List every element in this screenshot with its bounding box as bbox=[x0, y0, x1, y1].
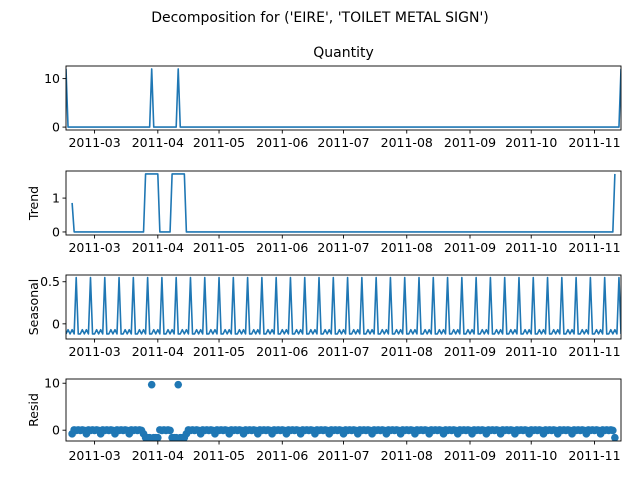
seasonal-xtick-label: 2011-07 bbox=[317, 344, 369, 359]
resid-xtick-label: 2011-09 bbox=[444, 448, 496, 463]
seasonal-xtick-label: 2011-11 bbox=[568, 344, 620, 359]
trend-axes-frame bbox=[65, 170, 622, 236]
seasonal-xtick-label: 2011-05 bbox=[193, 344, 245, 359]
resid-point bbox=[609, 426, 617, 435]
trend-xtick-label: 2011-03 bbox=[68, 240, 120, 255]
seasonal-xtick-label: 2011-08 bbox=[381, 344, 433, 359]
resid-ytick-label: 10 bbox=[44, 376, 60, 391]
seasonal-line bbox=[66, 276, 621, 335]
figure-suptitle: Decomposition for ('EIRE', 'TOILET METAL… bbox=[151, 10, 489, 26]
resid-panel: Resid 0 10 2011-03 2011-04 2011-05 2011-06 2011… bbox=[26, 376, 622, 463]
seasonal-ytick-label: 0.5 bbox=[40, 274, 60, 289]
seasonal-panel: Seasonal 0 0.5 2011-03 2011-04 2011-05 2011-06… bbox=[26, 274, 622, 359]
resid-ylabel: Resid bbox=[26, 393, 41, 427]
resid-xtick-label: 2011-08 bbox=[381, 448, 433, 463]
resid-xtick-label: 2011-11 bbox=[568, 448, 620, 463]
resid-data bbox=[68, 380, 619, 441]
resid-point bbox=[154, 433, 162, 441]
seasonal-xtick-label: 2011-03 bbox=[68, 344, 120, 359]
quantity-xtick-label: 2011-10 bbox=[505, 135, 557, 150]
trend-xtick-label: 2011-11 bbox=[568, 240, 620, 255]
seasonal-xtick-label: 2011-04 bbox=[132, 344, 184, 359]
seasonal-ylabel: Seasonal bbox=[26, 279, 41, 336]
trend-line bbox=[71, 173, 616, 233]
quantity-ytick-label: 10 bbox=[44, 71, 60, 86]
quantity-xtick-label: 2011-07 bbox=[317, 135, 369, 150]
trend-ytick-label: 1 bbox=[52, 191, 60, 206]
trend-xtick-label: 2011-04 bbox=[132, 240, 184, 255]
trend-xtick-label: 2011-05 bbox=[193, 240, 245, 255]
trend-xtick-label: 2011-06 bbox=[256, 240, 308, 255]
trend-xtick-label: 2011-08 bbox=[381, 240, 433, 255]
quantity-xtick-label: 2011-09 bbox=[444, 135, 496, 150]
quantity-xtick-label: 2011-04 bbox=[132, 135, 184, 150]
quantity-data bbox=[66, 68, 621, 128]
resid-xtick-label: 2011-07 bbox=[317, 448, 369, 463]
resid-point bbox=[166, 426, 174, 435]
quantity-panel: Quantity 0 10 2011-03 2011-04 2011-05 2011-06 2… bbox=[44, 45, 622, 150]
seasonal-xtick-label: 2011-09 bbox=[444, 344, 496, 359]
resid-xtick-label: 2011-03 bbox=[68, 448, 120, 463]
quantity-xtick-label: 2011-06 bbox=[256, 135, 308, 150]
resid-point bbox=[174, 380, 183, 389]
trend-panel: Trend 0 1 2011-03 2011-04 2011-05 2011-06 2011-… bbox=[26, 170, 622, 255]
resid-xtick-label: 2011-04 bbox=[132, 448, 184, 463]
quantity-title: Quantity bbox=[313, 45, 374, 61]
trend-xtick-label: 2011-09 bbox=[444, 240, 496, 255]
quantity-xtick-label: 2011-05 bbox=[193, 135, 245, 150]
resid-point bbox=[147, 380, 156, 389]
resid-xtick-label: 2011-10 bbox=[505, 448, 557, 463]
seasonal-data bbox=[66, 276, 621, 335]
seasonal-ytick-label: 0 bbox=[52, 316, 60, 331]
resid-xtick-label: 2011-06 bbox=[256, 448, 308, 463]
resid-point bbox=[611, 433, 619, 441]
quantity-ytick-label: 0 bbox=[52, 120, 60, 135]
trend-xtick-label: 2011-07 bbox=[317, 240, 369, 255]
seasonal-xtick-label: 2011-10 bbox=[505, 344, 557, 359]
trend-ytick-label: 0 bbox=[52, 224, 60, 239]
trend-ylabel: Trend bbox=[26, 186, 41, 221]
resid-ytick-label: 0 bbox=[52, 423, 60, 438]
trend-data bbox=[71, 173, 616, 233]
seasonal-xtick-label: 2011-06 bbox=[256, 344, 308, 359]
resid-xtick-label: 2011-05 bbox=[193, 448, 245, 463]
quantity-xtick-label: 2011-08 bbox=[381, 135, 433, 150]
quantity-xtick-label: 2011-03 bbox=[68, 135, 120, 150]
quantity-xtick-label: 2011-11 bbox=[568, 135, 620, 150]
trend-xtick-label: 2011-10 bbox=[505, 240, 557, 255]
quantity-line bbox=[66, 68, 621, 128]
